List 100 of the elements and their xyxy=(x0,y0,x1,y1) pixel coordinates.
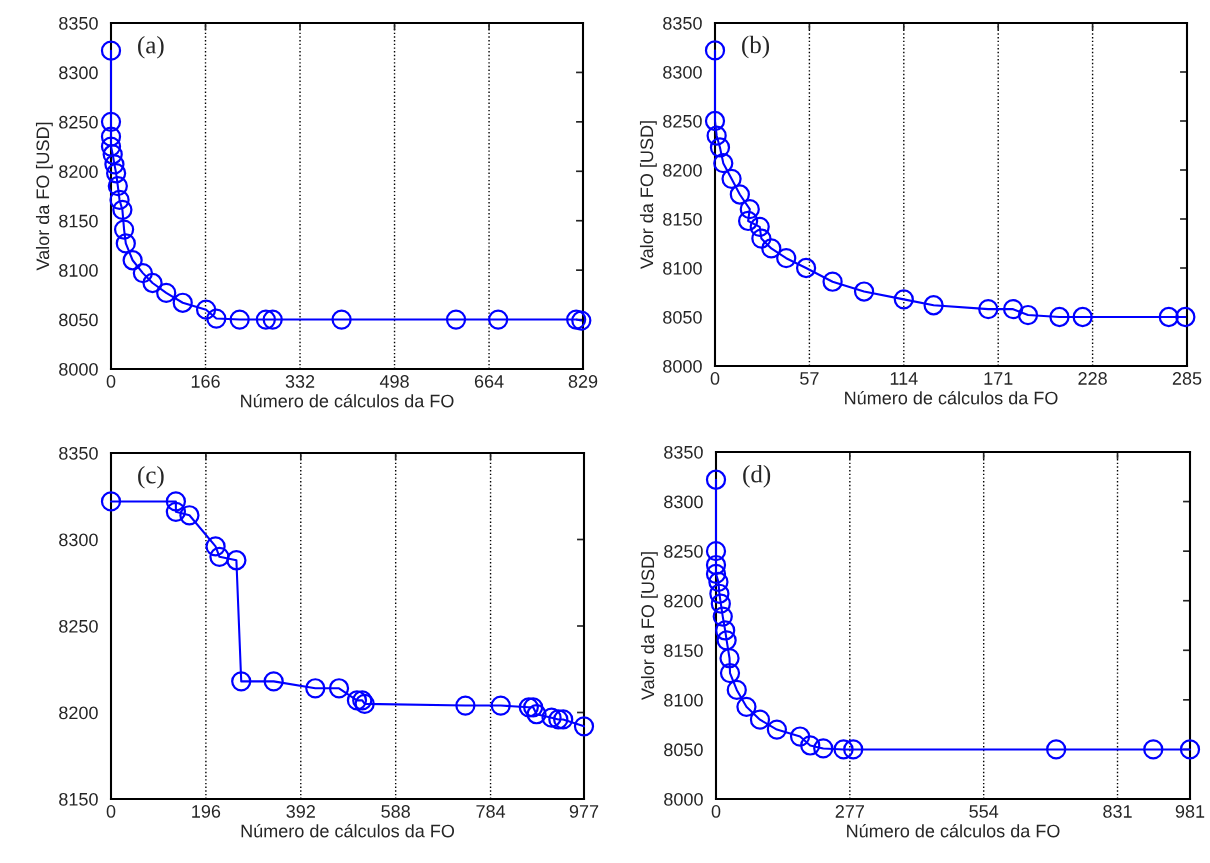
point xyxy=(704,40,726,61)
y-tick-label: 8050 xyxy=(59,313,98,327)
y-tick-label: 8200 xyxy=(59,165,98,179)
y-tick-label: 8350 xyxy=(663,16,702,30)
y-tick-label: 8350 xyxy=(664,445,703,459)
point xyxy=(978,299,999,320)
x-tick-label: 554 xyxy=(969,805,999,818)
x-axis-title: Número de cálculos da FO xyxy=(241,823,455,838)
point xyxy=(100,136,122,157)
x-tick-label: 166 xyxy=(191,375,220,388)
point xyxy=(105,163,127,184)
point xyxy=(716,630,737,651)
point xyxy=(165,491,187,512)
point xyxy=(795,257,817,279)
y-tick-label: 8300 xyxy=(663,65,702,79)
point xyxy=(706,125,727,146)
point xyxy=(705,563,727,585)
x-axis-title: Número de cálculos da FO xyxy=(241,393,454,408)
point xyxy=(1143,739,1164,760)
point xyxy=(719,648,740,669)
x-tick-label: 228 xyxy=(1078,372,1107,385)
x-tick-label: 277 xyxy=(835,805,864,818)
point xyxy=(100,126,122,147)
point xyxy=(255,309,276,330)
y-tick-label: 8150 xyxy=(59,214,98,228)
point xyxy=(179,505,200,526)
point xyxy=(113,219,135,240)
point xyxy=(761,238,782,259)
point xyxy=(1158,306,1179,328)
point xyxy=(488,309,509,330)
y-tick-label: 8000 xyxy=(663,359,702,373)
point xyxy=(445,309,467,330)
point xyxy=(209,546,230,567)
point xyxy=(776,248,797,269)
point xyxy=(749,709,771,730)
annotation: (d) xyxy=(743,464,771,488)
point xyxy=(328,678,350,699)
annotation: (c) xyxy=(138,465,164,489)
point xyxy=(1175,306,1196,328)
point xyxy=(751,228,772,249)
point xyxy=(523,697,544,718)
point xyxy=(112,199,133,220)
point xyxy=(710,593,731,614)
y-tick-label: 8200 xyxy=(664,594,703,608)
point xyxy=(122,250,143,271)
point xyxy=(737,210,759,232)
point xyxy=(729,184,750,205)
point xyxy=(100,491,122,512)
y-tick-label: 8250 xyxy=(59,115,98,129)
point xyxy=(813,738,834,759)
point xyxy=(229,309,250,330)
point xyxy=(156,282,177,304)
point xyxy=(893,289,914,310)
x-tick-label: 977 xyxy=(569,805,599,818)
y-tick-label: 8200 xyxy=(663,163,702,177)
y-tick-label: 8000 xyxy=(59,362,98,376)
point xyxy=(709,583,730,604)
point xyxy=(715,620,736,641)
point xyxy=(1072,306,1093,328)
x-tick-label: 829 xyxy=(568,375,598,388)
point xyxy=(704,110,726,132)
point xyxy=(705,469,727,490)
point xyxy=(739,199,760,220)
y-tick-label: 8350 xyxy=(59,16,98,30)
y-tick-label: 8350 xyxy=(59,446,98,460)
point xyxy=(923,295,944,316)
y-tick-label: 8000 xyxy=(664,792,703,806)
y-tick-label: 8250 xyxy=(664,545,703,558)
point xyxy=(541,707,562,728)
point xyxy=(102,144,123,165)
x-tick-label: 588 xyxy=(381,805,410,818)
point xyxy=(843,739,864,760)
x-tick-label: 981 xyxy=(1175,805,1205,818)
point xyxy=(709,137,731,158)
x-tick-label: 0 xyxy=(106,375,116,388)
y-tick-label: 8100 xyxy=(664,693,703,707)
point xyxy=(262,309,283,330)
point xyxy=(455,695,476,716)
x-tick-label: 0 xyxy=(106,805,116,818)
point xyxy=(346,690,368,711)
point xyxy=(712,606,733,627)
point xyxy=(226,550,247,571)
point xyxy=(104,154,125,175)
x-tick-label: 784 xyxy=(476,805,506,818)
y-tick-label: 8150 xyxy=(663,212,702,226)
x-tick-label: 171 xyxy=(984,372,1013,385)
y-axis-title: Valor da FO [USD] xyxy=(639,121,657,270)
point xyxy=(1017,304,1039,326)
point xyxy=(100,111,122,132)
point xyxy=(1002,299,1024,320)
x-tick-label: 57 xyxy=(800,372,819,385)
point xyxy=(853,281,875,302)
point xyxy=(789,726,811,747)
point xyxy=(107,175,128,197)
y-tick-label: 8100 xyxy=(59,264,98,277)
point xyxy=(526,704,547,725)
point xyxy=(573,716,595,737)
point xyxy=(331,309,352,330)
y-tick-label: 8100 xyxy=(663,261,702,275)
annotation: (b) xyxy=(742,35,770,59)
